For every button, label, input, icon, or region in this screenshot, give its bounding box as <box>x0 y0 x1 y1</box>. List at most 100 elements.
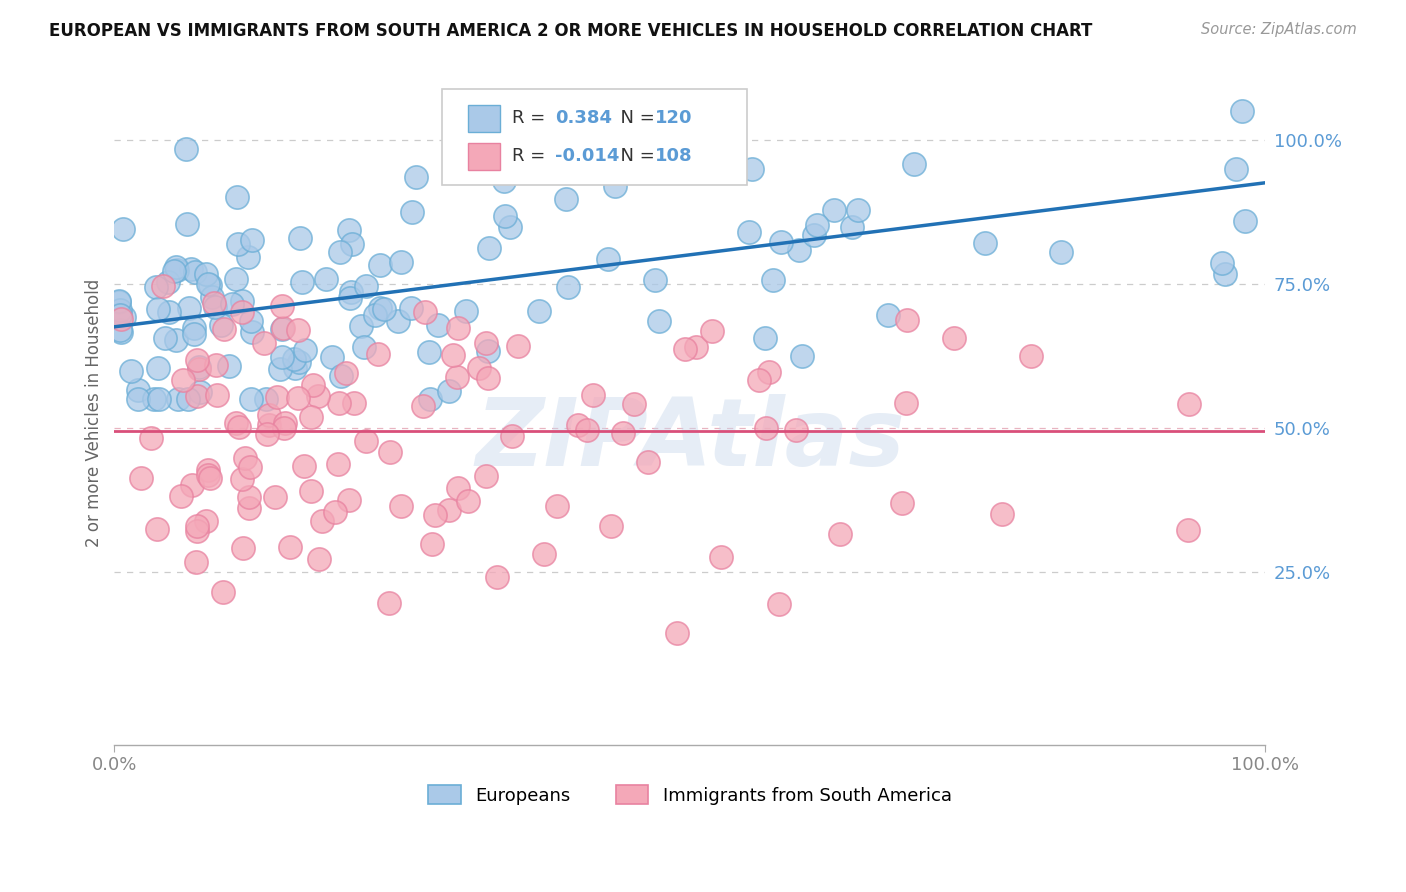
Point <box>211 584 233 599</box>
Point <box>271 321 294 335</box>
Point <box>176 392 198 406</box>
Text: N =: N = <box>609 110 661 128</box>
Point <box>329 244 352 259</box>
Point <box>198 277 221 292</box>
Point <box>274 416 297 430</box>
Point <box>475 468 498 483</box>
Point <box>755 421 778 435</box>
Point <box>195 514 218 528</box>
Point <box>891 496 914 510</box>
Point <box>1213 267 1236 281</box>
Point <box>146 522 169 536</box>
Point <box>186 555 208 569</box>
Point <box>339 291 361 305</box>
Point <box>209 318 232 333</box>
Point <box>367 347 389 361</box>
Point <box>485 570 508 584</box>
Point <box>157 305 180 319</box>
Point <box>278 540 301 554</box>
Point <box>108 308 131 322</box>
Point <box>187 359 209 374</box>
Point <box>1177 524 1199 538</box>
Point <box>186 519 208 533</box>
Point <box>270 350 292 364</box>
Point <box>165 334 187 348</box>
Text: 120: 120 <box>655 110 693 128</box>
Text: ZIPAtlas: ZIPAtlas <box>475 393 905 486</box>
Point <box>204 300 226 314</box>
Point <box>328 395 350 409</box>
Point <box>1234 214 1257 228</box>
Point <box>108 293 131 308</box>
Point <box>127 392 149 406</box>
Point <box>148 392 170 406</box>
Point <box>637 455 659 469</box>
Point <box>426 318 449 333</box>
Point <box>446 481 468 495</box>
Point <box>599 518 621 533</box>
Point <box>326 457 349 471</box>
Point <box>112 310 135 324</box>
Text: Source: ZipAtlas.com: Source: ZipAtlas.com <box>1201 22 1357 37</box>
Text: R =: R = <box>512 147 551 165</box>
Point <box>231 294 253 309</box>
Point <box>665 626 688 640</box>
Point <box>990 507 1012 521</box>
Point <box>143 392 166 406</box>
Point <box>231 305 253 319</box>
Point <box>877 308 900 322</box>
Point <box>186 524 208 538</box>
Point <box>165 260 187 274</box>
Point <box>354 434 377 449</box>
Point <box>201 290 224 304</box>
Point <box>903 157 925 171</box>
Point <box>153 331 176 345</box>
Point <box>368 258 391 272</box>
Point <box>337 492 360 507</box>
Point <box>508 339 530 353</box>
Point <box>110 325 132 339</box>
Point <box>700 324 723 338</box>
Point <box>256 427 278 442</box>
Point <box>127 383 149 397</box>
Point <box>231 472 253 486</box>
Point <box>368 301 391 315</box>
Point <box>1225 161 1247 176</box>
Point <box>163 263 186 277</box>
Point <box>769 235 792 249</box>
Point <box>546 500 568 514</box>
Point <box>176 142 198 156</box>
Point <box>259 417 281 432</box>
Point <box>803 228 825 243</box>
Point <box>186 353 208 368</box>
Point <box>254 392 277 406</box>
Point <box>787 243 810 257</box>
Point <box>202 296 225 310</box>
Point <box>441 348 464 362</box>
Point <box>108 324 131 338</box>
Point <box>129 471 152 485</box>
Point <box>437 503 460 517</box>
Point <box>266 390 288 404</box>
Point <box>477 343 499 358</box>
Point <box>329 368 352 383</box>
Point <box>437 384 460 399</box>
Point <box>492 174 515 188</box>
Point <box>188 384 211 399</box>
Point <box>110 312 132 326</box>
Point <box>194 267 217 281</box>
Point <box>654 103 676 118</box>
Text: EUROPEAN VS IMMIGRANTS FROM SOUTH AMERICA 2 OR MORE VEHICLES IN HOUSEHOLD CORREL: EUROPEAN VS IMMIGRANTS FROM SOUTH AMERIC… <box>49 22 1092 40</box>
Point <box>240 326 263 340</box>
Point <box>340 236 363 251</box>
Point <box>792 349 814 363</box>
Point <box>1178 397 1201 411</box>
Text: 108: 108 <box>655 147 693 165</box>
Point <box>167 392 190 406</box>
Point <box>170 489 193 503</box>
Point <box>257 409 280 423</box>
Point <box>107 294 129 309</box>
Point <box>253 336 276 351</box>
Point <box>287 391 309 405</box>
Point <box>145 280 167 294</box>
